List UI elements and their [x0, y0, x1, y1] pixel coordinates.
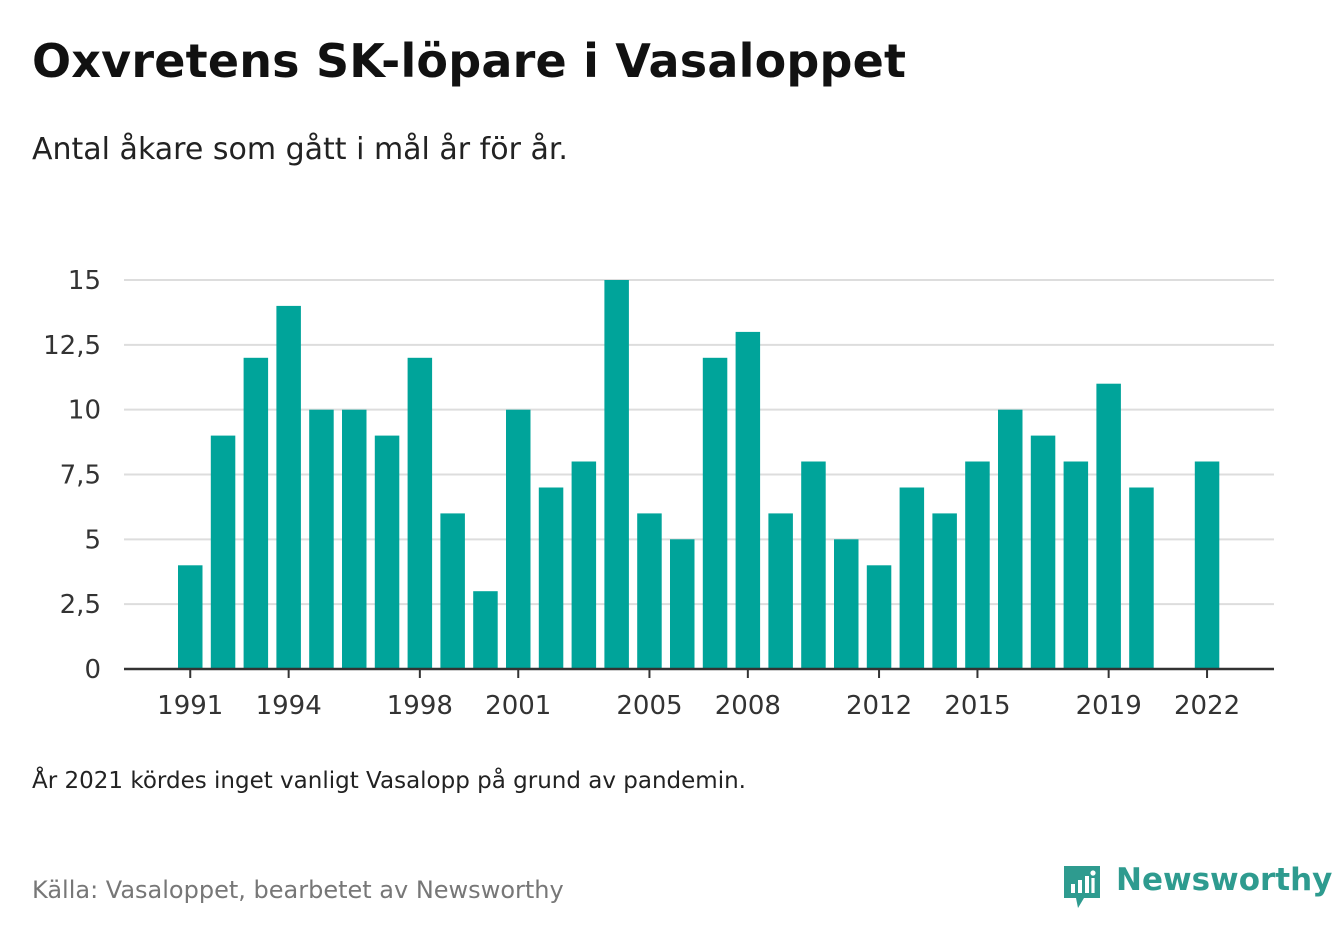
x-tick-label: 2015: [944, 691, 1010, 721]
bar-2017: [1030, 435, 1056, 669]
newsworthy-logo: Newsworthy: [1062, 862, 1332, 910]
x-tick-label: 2012: [846, 691, 912, 721]
bar-1994: [276, 305, 301, 669]
bar-2011: [834, 539, 859, 669]
bar-2004: [604, 280, 629, 669]
bar-2015: [965, 461, 990, 669]
bar-2016: [998, 409, 1023, 669]
bar-2008: [735, 331, 761, 669]
bar-1993: [243, 357, 269, 669]
bar-1998: [407, 357, 433, 669]
bar-2014: [932, 513, 957, 669]
chart-note: År 2021 kördes inget vanligt Vasalopp på…: [32, 768, 746, 794]
bar-2018: [1063, 461, 1089, 669]
bar-2019: [1096, 383, 1121, 669]
bar-2006: [670, 539, 695, 669]
bar-2003: [571, 461, 597, 669]
bar-1997: [374, 435, 400, 669]
y-tick-label: 5: [84, 525, 101, 555]
bar-1991: [178, 565, 203, 669]
chart-title: Oxvretens SK-löpare i Vasaloppet: [32, 34, 907, 88]
x-tick-label: 2005: [616, 691, 682, 721]
bar-2013: [899, 487, 925, 669]
bar-2002: [538, 487, 564, 669]
bar-chart: 0 2,5 5 7,5 10 12,5 15 1991 1994 1998 2001 2005 200…: [43, 266, 1274, 721]
bar-2020: [1129, 487, 1154, 669]
y-tick-label: 10: [68, 396, 101, 426]
y-tick-label: 12,5: [43, 331, 101, 361]
bar-2022: [1194, 461, 1220, 669]
x-tick-label: 2008: [715, 691, 781, 721]
x-tick-label: 1998: [387, 691, 453, 721]
x-tick-label: 2001: [485, 691, 551, 721]
bar-2009: [768, 513, 793, 669]
x-tick-label: 2022: [1174, 691, 1240, 721]
bar-1999: [440, 513, 465, 669]
y-tick-label: 7,5: [60, 461, 101, 491]
bar-2005: [637, 513, 662, 669]
bar-2001: [506, 409, 531, 669]
bar-1992: [210, 435, 236, 669]
bar-2007: [702, 357, 728, 669]
y-axis-ticks: 0 2,5 5 7,5 10 12,5 15: [43, 266, 101, 685]
y-tick-label: 15: [68, 266, 101, 296]
source-credit: Källa: Vasaloppet, bearbetet av Newswort…: [32, 876, 564, 904]
bar-1996: [342, 409, 367, 669]
x-tick-label: 1991: [157, 691, 223, 721]
logo-text: Newsworthy: [1116, 862, 1333, 898]
bar-1995: [309, 409, 334, 669]
y-tick-label: 0: [84, 655, 101, 685]
bar-2010: [801, 461, 826, 669]
chart-subtitle: Antal åkare som gått i mål år för år.: [32, 132, 568, 167]
bar-2000: [473, 591, 498, 669]
x-tick-label: 2019: [1076, 691, 1142, 721]
bars: [178, 280, 1220, 669]
y-tick-label: 2,5: [60, 590, 101, 620]
x-axis-ticks: 1991 1994 1998 2001 2005 2008 2012 2015 2019 2022: [157, 669, 1240, 721]
bar-2012: [866, 565, 892, 669]
newsworthy-chart-bubble-icon: [1064, 866, 1100, 908]
x-tick-label: 1994: [256, 691, 322, 721]
